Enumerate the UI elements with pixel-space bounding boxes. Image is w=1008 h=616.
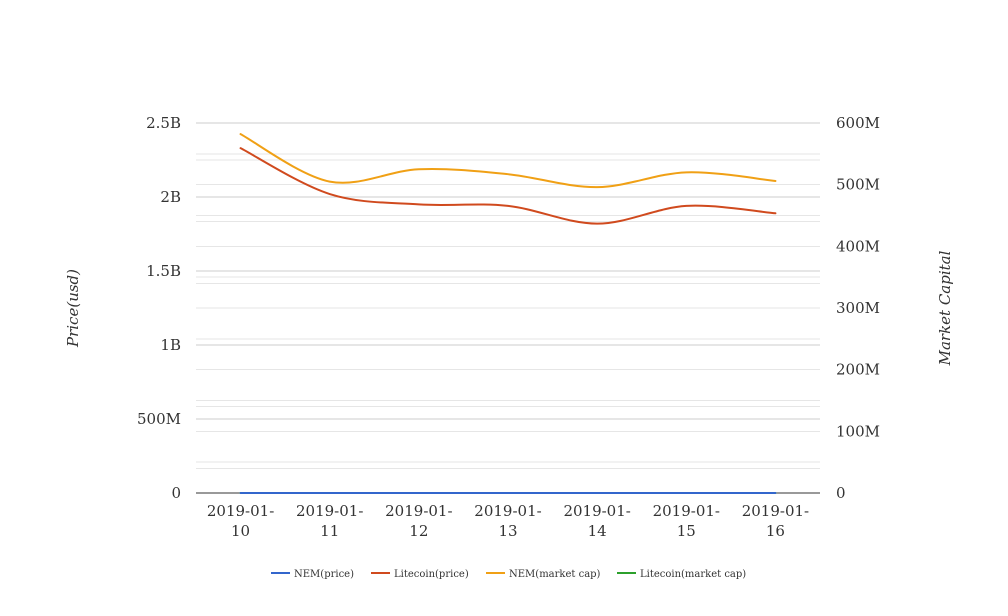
right-tick-label: 300M: [836, 299, 880, 317]
legend-label: Litecoin(price): [394, 569, 469, 580]
left-axis: 0 500M 1B 1.5B 2B 2.5B: [137, 114, 181, 502]
right-tick-label: 600M: [836, 114, 880, 132]
x-axis: 2019-01-10 2019-01-11 2019-01-12 2019-01-13…: [207, 502, 809, 540]
legend-label: Litecoin(market cap): [640, 569, 746, 580]
right-tick-label: 0: [836, 484, 846, 502]
x-tick-label: 2019-01-11: [296, 502, 363, 540]
right-axis: 0 100M 200M 300M 400M 500M 600M: [836, 114, 880, 502]
right-tick-label: 500M: [836, 176, 880, 194]
series-lines: [239, 133, 777, 495]
left-tick-label: 0: [171, 484, 181, 502]
series-line-litecoin-price: [239, 147, 777, 225]
x-tick-label: 2019-01-16: [742, 502, 809, 540]
legend-label: NEM(market cap): [509, 569, 601, 580]
x-tick-label: 2019-01-10: [207, 502, 274, 540]
series-line-nem-market-cap: [239, 133, 777, 189]
x-tick-label: 2019-01-14: [563, 502, 630, 540]
right-axis-title: Market Capital: [936, 250, 954, 366]
legend-item: NEM(market cap): [486, 569, 601, 580]
x-tick-label: 2019-01-13: [474, 502, 541, 540]
right-tick-label: 100M: [836, 422, 880, 440]
left-axis-title: Price(usd): [64, 269, 82, 348]
left-tick-label: 2.5B: [146, 114, 181, 132]
left-tick-label: 1B: [160, 336, 181, 354]
left-tick-label: 500M: [137, 410, 181, 428]
legend-item: NEM(price): [271, 569, 354, 580]
gridlines: [196, 122, 820, 469]
left-tick-label: 1.5B: [146, 262, 181, 280]
left-tick-label: 2B: [160, 188, 181, 206]
right-tick-label: 200M: [836, 361, 880, 379]
legend-item: Litecoin(market cap): [617, 569, 746, 580]
legend-label: NEM(price): [294, 569, 354, 580]
x-tick-label: 2019-01-15: [653, 502, 720, 540]
x-tick-label: 2019-01-12: [385, 502, 452, 540]
legend: NEM(price) Litecoin(price) NEM(market cap)…: [271, 569, 746, 580]
right-tick-label: 400M: [836, 237, 880, 255]
legend-item: Litecoin(price): [371, 569, 469, 580]
